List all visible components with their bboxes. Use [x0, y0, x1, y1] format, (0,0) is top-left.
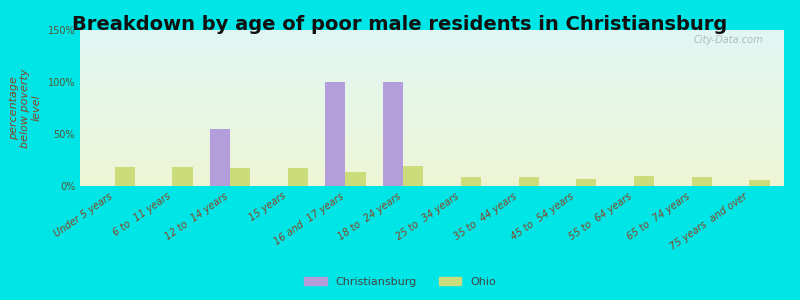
Text: Breakdown by age of poor male residents in Christiansburg: Breakdown by age of poor male residents … [72, 15, 728, 34]
Bar [576, 179, 597, 186]
Bar [634, 176, 654, 186]
Bar [461, 177, 481, 186]
Bar [403, 166, 423, 186]
Bar [288, 168, 308, 186]
Legend: Christiansburg, Ohio: Christiansburg, Ohio [300, 273, 500, 291]
Bar [210, 129, 230, 186]
Y-axis label: percentage
below poverty
level: percentage below poverty level [9, 68, 42, 148]
Bar [346, 172, 366, 186]
Bar [172, 167, 193, 186]
Bar [518, 177, 538, 186]
Bar [230, 168, 250, 186]
Bar [692, 177, 712, 186]
Bar [326, 82, 346, 186]
Bar [114, 167, 135, 186]
Text: City-Data.com: City-Data.com [694, 35, 763, 45]
Bar [383, 82, 403, 186]
Bar [750, 180, 770, 186]
